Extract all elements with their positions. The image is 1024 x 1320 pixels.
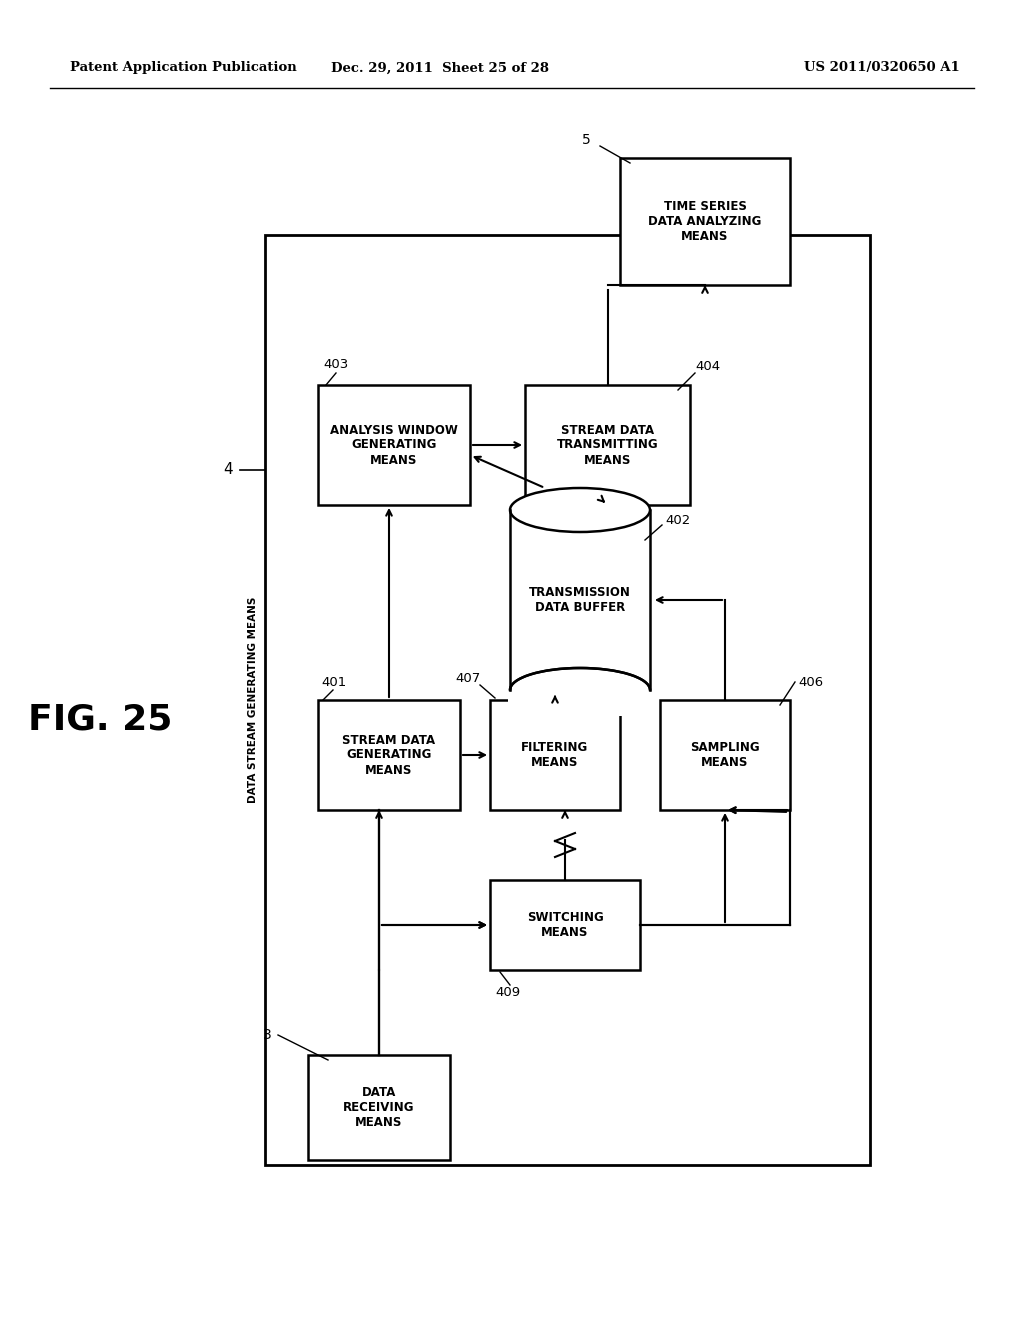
Bar bbox=[490, 880, 640, 970]
Bar bbox=[508, 690, 652, 715]
Bar bbox=[308, 1055, 450, 1160]
Text: 4: 4 bbox=[223, 462, 232, 478]
Text: 3: 3 bbox=[263, 1028, 271, 1041]
Bar bbox=[490, 700, 620, 810]
Bar bbox=[265, 235, 870, 1166]
Text: 404: 404 bbox=[695, 360, 720, 374]
Text: FILTERING
MEANS: FILTERING MEANS bbox=[521, 741, 589, 770]
Text: US 2011/0320650 A1: US 2011/0320650 A1 bbox=[804, 62, 961, 74]
Text: 401: 401 bbox=[321, 676, 346, 689]
Text: DATA
RECEIVING
MEANS: DATA RECEIVING MEANS bbox=[343, 1086, 415, 1129]
Text: Patent Application Publication: Patent Application Publication bbox=[70, 62, 297, 74]
Ellipse shape bbox=[510, 668, 650, 711]
Text: TIME SERIES
DATA ANALYZING
MEANS: TIME SERIES DATA ANALYZING MEANS bbox=[648, 201, 762, 243]
Text: STREAM DATA
TRANSMITTING
MEANS: STREAM DATA TRANSMITTING MEANS bbox=[557, 424, 658, 466]
Bar bbox=[318, 385, 470, 506]
Text: ANALYSIS WINDOW
GENERATING
MEANS: ANALYSIS WINDOW GENERATING MEANS bbox=[330, 424, 458, 466]
Text: TRANSMISSION
DATA BUFFER: TRANSMISSION DATA BUFFER bbox=[529, 586, 631, 614]
Bar bbox=[525, 385, 690, 506]
Text: Dec. 29, 2011  Sheet 25 of 28: Dec. 29, 2011 Sheet 25 of 28 bbox=[331, 62, 549, 74]
Text: 5: 5 bbox=[582, 133, 591, 147]
Bar bbox=[318, 700, 460, 810]
Text: 406: 406 bbox=[798, 676, 823, 689]
Text: 409: 409 bbox=[495, 986, 520, 998]
Bar bbox=[620, 158, 790, 285]
Ellipse shape bbox=[510, 488, 650, 532]
Text: STREAM DATA
GENERATING
MEANS: STREAM DATA GENERATING MEANS bbox=[342, 734, 435, 776]
Text: SWITCHING
MEANS: SWITCHING MEANS bbox=[526, 911, 603, 939]
Bar bbox=[660, 700, 790, 810]
Text: 407: 407 bbox=[455, 672, 480, 685]
Text: 403: 403 bbox=[323, 359, 348, 371]
Text: FIG. 25: FIG. 25 bbox=[28, 704, 172, 737]
Text: SAMPLING
MEANS: SAMPLING MEANS bbox=[690, 741, 760, 770]
Text: 402: 402 bbox=[665, 513, 690, 527]
Text: DATA STREAM GENERATING MEANS: DATA STREAM GENERATING MEANS bbox=[248, 597, 258, 803]
